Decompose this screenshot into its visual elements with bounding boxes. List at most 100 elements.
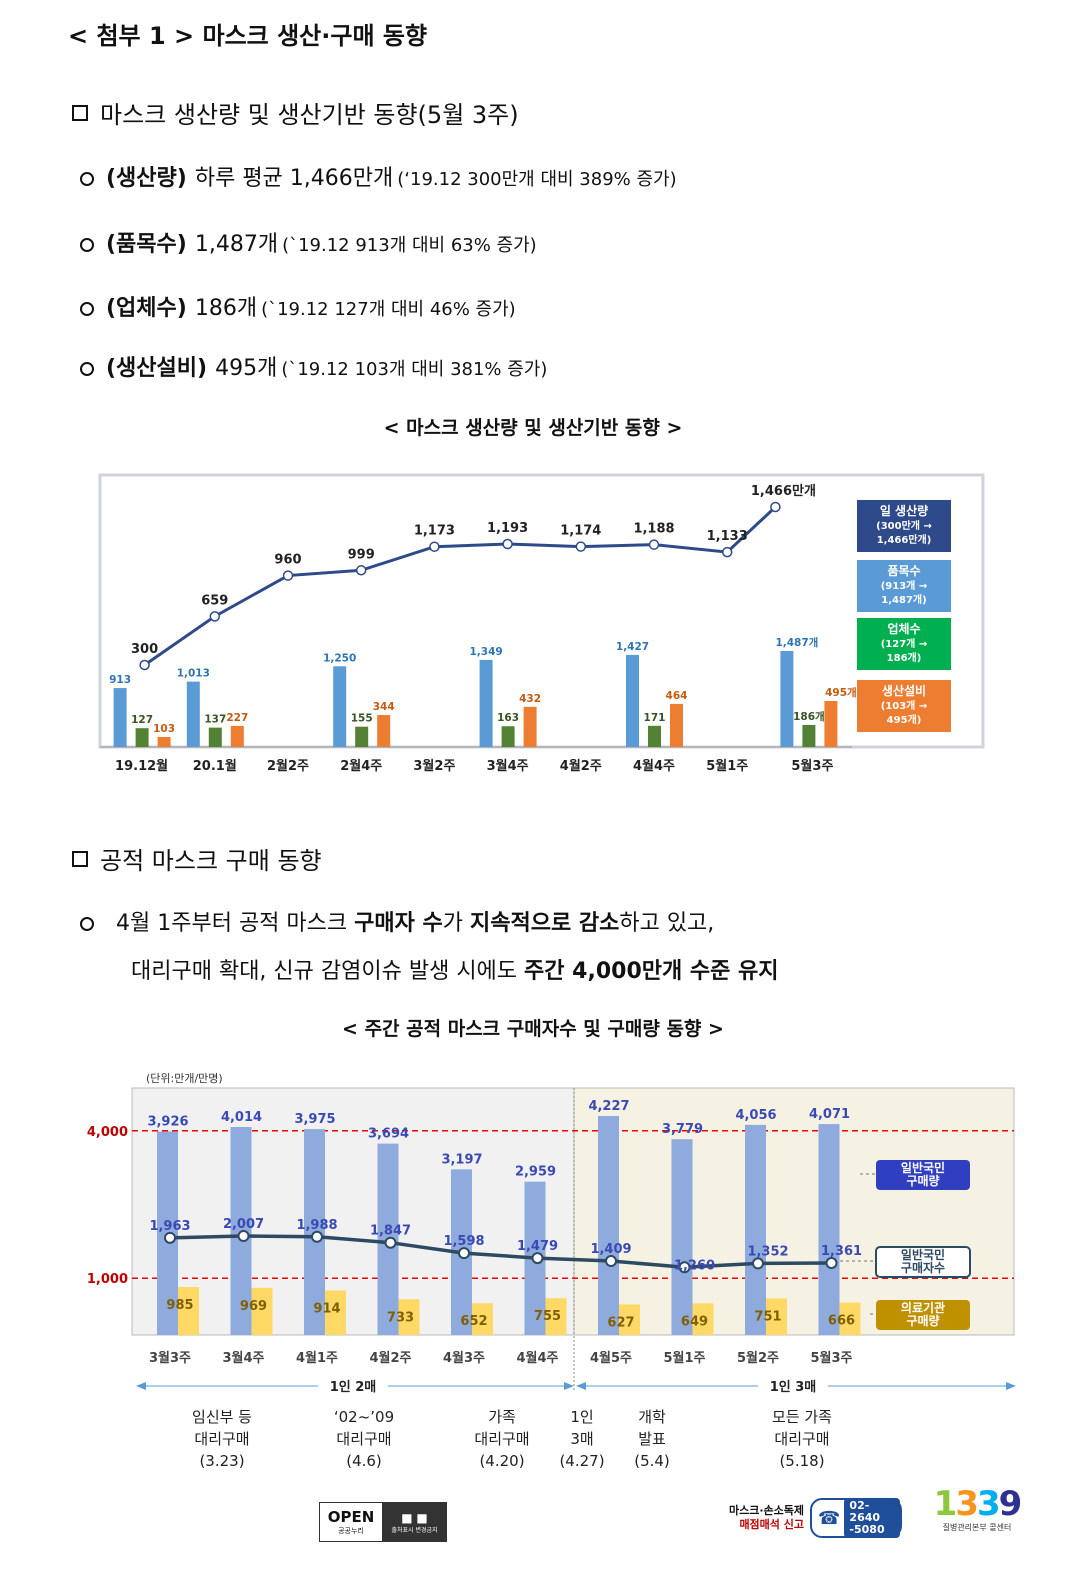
circle-bullet-icon bbox=[80, 362, 94, 376]
legend-text: 1,466만개) bbox=[877, 533, 932, 546]
bar-label-업체수: 171 bbox=[644, 712, 666, 724]
x-tick-label: 4월2주 bbox=[560, 758, 602, 774]
bar-general-purchase bbox=[598, 1116, 619, 1335]
legend-text: 186개) bbox=[887, 651, 922, 664]
legend-box bbox=[857, 500, 951, 552]
bar-label-업체수: 137 bbox=[204, 714, 226, 726]
bar-업체수 bbox=[802, 725, 816, 747]
production-point bbox=[355, 565, 367, 576]
production-point bbox=[209, 611, 221, 622]
bar-label-생산설비: 344 bbox=[373, 701, 395, 713]
x-tick-label: 5월1주 bbox=[663, 1350, 705, 1366]
bar-품목수 bbox=[186, 681, 200, 747]
buyers-label: 2,007 bbox=[223, 1217, 264, 1232]
report-phone-badge[interactable]: ☎ 02-2640 -5080 bbox=[810, 1498, 902, 1538]
x-tick-label: 3월4주 bbox=[222, 1350, 264, 1366]
buyers-label: 1,988 bbox=[296, 1218, 337, 1233]
production-point bbox=[429, 541, 440, 552]
bar-생산설비 bbox=[824, 701, 838, 747]
arrow-left-icon bbox=[576, 1382, 586, 1390]
bar-label-medical-purchase: 751 bbox=[754, 1309, 781, 1324]
legend-text: (913개 → bbox=[881, 579, 928, 592]
production-point bbox=[282, 570, 294, 581]
bar-medical-purchase bbox=[766, 1298, 787, 1335]
bar-업체수 bbox=[135, 728, 149, 747]
bar-medical-purchase bbox=[472, 1303, 493, 1335]
bar-label-품목수: 1,013 bbox=[177, 668, 210, 680]
bar-general-purchase bbox=[818, 1124, 840, 1335]
x-tick-label: 4월1주 bbox=[296, 1350, 338, 1366]
production-line bbox=[143, 505, 777, 667]
x-tick-label: 5월2주 bbox=[737, 1350, 779, 1366]
buyers-point bbox=[384, 1236, 397, 1249]
bar-label-업체수: 155 bbox=[351, 713, 373, 725]
bar-생산설비 bbox=[523, 706, 537, 747]
bar-업체수 bbox=[501, 726, 515, 747]
legend-text: 품목수 bbox=[887, 564, 920, 578]
chart1-caption: < 마스크 생산량 및 생산기반 동향 > bbox=[383, 417, 683, 439]
production-chart: 300 659 960 999 1,173 1,193 1,174 1,188 1,133 1,4… bbox=[98, 473, 985, 774]
buyers-point bbox=[605, 1255, 617, 1268]
reference-label: 1,000 bbox=[87, 1272, 128, 1287]
section2-paragraph-line2: 대리구매 확대, 신규 감염이슈 발생 시에도 주간 4,000만개 수준 유지 bbox=[131, 959, 779, 984]
legend-text: 의료기관 bbox=[901, 1300, 945, 1315]
x-tick-label: 4월2주 bbox=[369, 1350, 411, 1366]
bar-label-general-purchase: 4,071 bbox=[809, 1107, 850, 1122]
event-three-per-person: 1인 3매 (4.27) bbox=[559, 1408, 605, 1470]
bar-label-general-purchase: 4,056 bbox=[735, 1108, 776, 1123]
legend-box bbox=[857, 560, 951, 612]
period2-label: 1인 3매 bbox=[770, 1379, 817, 1395]
buyers-label: 1,352 bbox=[747, 1244, 788, 1259]
legend-text: (300만개 → bbox=[876, 519, 932, 532]
x-tick-label: 3월2주 bbox=[413, 758, 455, 774]
bullet-items: (품목수) 1,487개 (`19.12 913개 대비 63% 증가) bbox=[80, 226, 537, 258]
legend-text: 구매자수 bbox=[901, 1260, 945, 1275]
open-license-badge: OPEN 공공누리 ■ ■ 출처표시 변경금지 bbox=[319, 1502, 447, 1542]
event-family-proxy: 가족 대리구매 (4.20) bbox=[474, 1408, 530, 1470]
bar-품목수 bbox=[780, 651, 794, 747]
bar-label-생산설비: 495개 bbox=[825, 686, 857, 699]
legend-text: 생산설비 bbox=[882, 683, 926, 698]
unit-label: (단위:만개/만명) bbox=[146, 1072, 223, 1085]
buyers-point bbox=[458, 1247, 470, 1260]
legend-box bbox=[875, 1246, 971, 1278]
bar-label-medical-purchase: 652 bbox=[460, 1314, 487, 1329]
section2-heading: 공적 마스크 구매 동향 bbox=[72, 841, 322, 876]
production-point bbox=[575, 541, 587, 552]
production-label: 1,174 bbox=[560, 524, 601, 539]
legend-box bbox=[857, 680, 951, 732]
buyers-point bbox=[164, 1231, 176, 1244]
production-point bbox=[770, 501, 781, 513]
bar-medical-purchase bbox=[692, 1303, 714, 1335]
arrow-right-icon bbox=[1006, 1382, 1016, 1390]
bar-medical-purchase bbox=[398, 1299, 420, 1335]
bar-label-medical-purchase: 985 bbox=[166, 1298, 193, 1313]
buyers-label: 1,598 bbox=[443, 1234, 484, 1249]
buyers-label: 1,963 bbox=[149, 1219, 190, 1234]
period2-label-bg bbox=[758, 1376, 828, 1396]
legend-text: 일반국민 bbox=[901, 1160, 945, 1175]
bar-label-생산설비: 432 bbox=[519, 693, 541, 705]
bar-label-품목수: 1,427 bbox=[616, 641, 649, 653]
period1-label: 1인 2매 bbox=[330, 1379, 377, 1395]
bar-품목수 bbox=[333, 666, 347, 747]
bar-label-품목수: 1,349 bbox=[469, 646, 502, 658]
event-pregnant-proxy: 임신부 등 대리구매 (3.23) bbox=[192, 1408, 252, 1470]
bar-label-general-purchase: 3,197 bbox=[441, 1152, 482, 1167]
license-conditions-icon: ■ ■ 출처표시 변경금지 bbox=[383, 1503, 446, 1541]
bar-생산설비 bbox=[377, 715, 391, 747]
bar-label-medical-purchase: 733 bbox=[387, 1310, 414, 1325]
arrow-left-icon bbox=[136, 1382, 146, 1390]
bar-label-general-purchase: 3,694 bbox=[368, 1127, 409, 1142]
bar-생산설비 bbox=[670, 703, 683, 747]
buyers-point bbox=[311, 1230, 323, 1243]
bar-label-medical-purchase: 969 bbox=[240, 1299, 267, 1314]
bar-medical-purchase bbox=[178, 1287, 199, 1335]
legend-text: 구매량 bbox=[906, 1173, 939, 1188]
bar-label-general-purchase: 4,014 bbox=[221, 1110, 262, 1125]
bar-label-medical-purchase: 755 bbox=[534, 1309, 561, 1324]
reference-label: 4,000 bbox=[87, 1125, 128, 1140]
production-label: 1,133 bbox=[707, 529, 748, 544]
buyers-label: 1,847 bbox=[370, 1224, 411, 1239]
buyers-label: 1,361 bbox=[821, 1244, 862, 1259]
